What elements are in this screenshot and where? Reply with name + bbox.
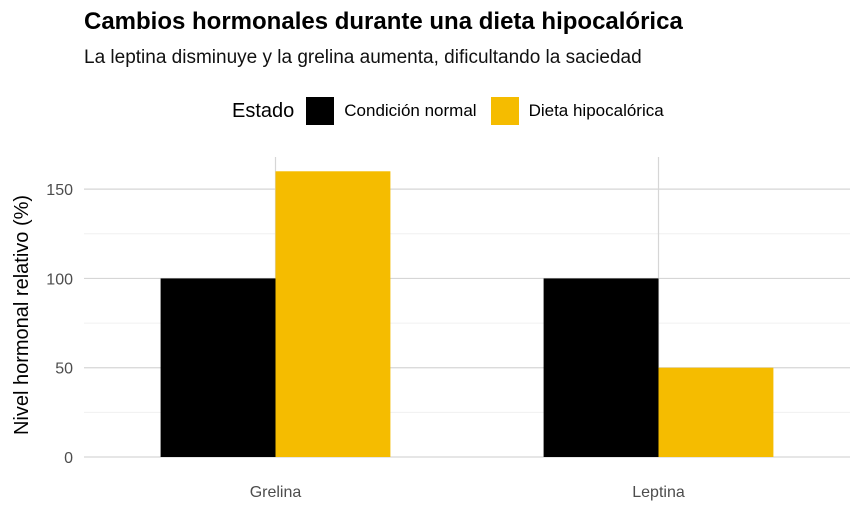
- y-tick-label: 100: [46, 271, 73, 288]
- legend-item-normal: Condición normal: [306, 97, 477, 125]
- legend-key-dieta: [490, 97, 519, 125]
- y-tick-labels: 0 50 100 150: [46, 182, 73, 467]
- chart-subtitle: La leptina disminuye y la grelina aument…: [84, 47, 642, 68]
- legend: Estado Condición normal Dieta hipocalóri…: [232, 97, 678, 125]
- legend-label-normal: Condición normal: [344, 101, 477, 120]
- bar-leptina-normal: [543, 278, 659, 457]
- legend-item-dieta: Dieta hipocalórica: [490, 97, 664, 125]
- y-tick-label: 50: [55, 361, 73, 378]
- x-tick-label: Grelina: [250, 484, 302, 501]
- x-tick-labels: Grelina Leptina: [250, 484, 685, 501]
- bar-grelina-normal: [160, 278, 276, 457]
- bar-leptina-dieta: [658, 367, 774, 457]
- y-axis-label: Nivel hormonal relativo (%): [11, 195, 33, 435]
- bar-grelina-dieta: [275, 171, 391, 458]
- x-tick-label: Leptina: [632, 484, 685, 501]
- legend-key-normal: [306, 97, 335, 125]
- bars: [160, 171, 774, 458]
- chart-title: Cambios hormonales durante una dieta hip…: [84, 8, 683, 35]
- y-tick-label: 150: [46, 182, 73, 199]
- y-tick-label: 0: [64, 450, 73, 467]
- legend-title: Estado: [232, 99, 295, 122]
- legend-label-dieta: Dieta hipocalórica: [528, 101, 664, 120]
